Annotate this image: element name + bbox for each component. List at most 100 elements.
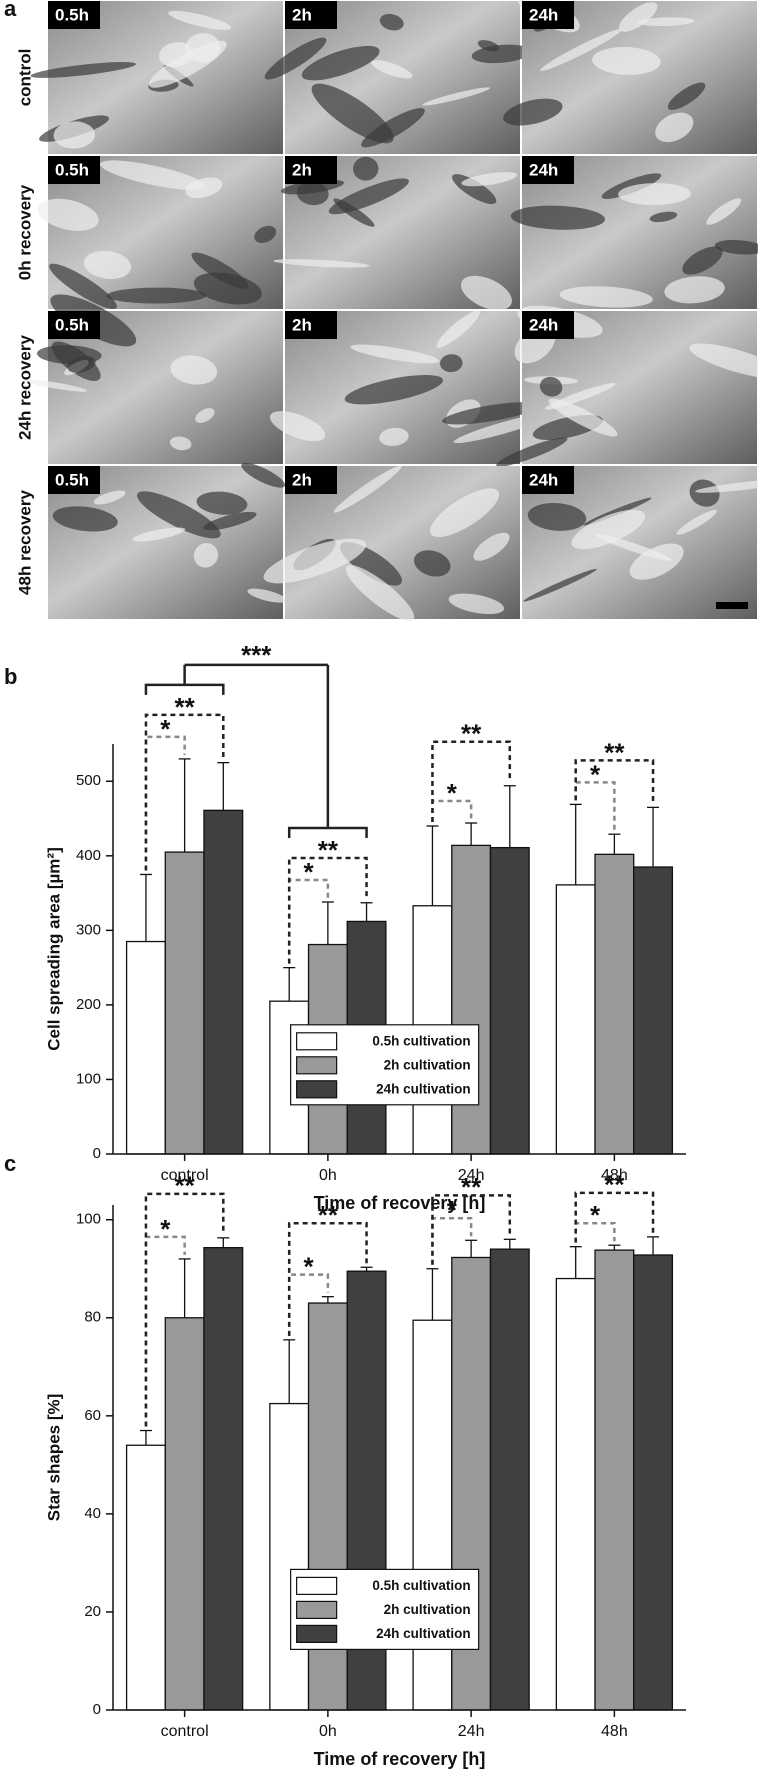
- x-axis-title: Time of recovery [h]: [314, 1193, 486, 1213]
- cell-shape: [714, 239, 758, 255]
- bar: [633, 1254, 674, 1711]
- cell-shape: [195, 408, 215, 423]
- cell-shape: [345, 565, 415, 621]
- cell-shape: [618, 183, 691, 206]
- tile-label: 24h: [529, 160, 558, 179]
- cell-shape: [273, 259, 370, 268]
- bar: [412, 1319, 453, 1711]
- x-tick-label: control: [161, 1723, 209, 1740]
- cell-shape: [503, 98, 563, 126]
- legend-label: 24h cultivation: [376, 1081, 471, 1096]
- tile-label-bg: [522, 156, 574, 184]
- legend-label: 2h cultivation: [384, 1057, 471, 1072]
- legend-swatch: [296, 1056, 338, 1075]
- cell-shape: [429, 488, 500, 538]
- cell-shape: [148, 40, 227, 88]
- tile-label-bg: [522, 466, 574, 494]
- cell-shape: [333, 198, 375, 227]
- significance-label: **: [318, 1200, 339, 1230]
- bar: [125, 1444, 166, 1711]
- significance-label: *: [160, 1214, 171, 1244]
- bar: [203, 1247, 244, 1711]
- cell-shape: [440, 354, 463, 373]
- significance-bracket: [287, 1222, 368, 1336]
- bar: [555, 884, 596, 1155]
- significance-label: *: [303, 1252, 314, 1282]
- panel-letter: c: [4, 1151, 16, 1176]
- x-tick-label: 24h: [458, 1167, 485, 1184]
- cell-shape: [132, 527, 186, 542]
- bar: [489, 1248, 530, 1711]
- tile-label-bg: [285, 1, 337, 29]
- row-label: 48h recovery: [15, 490, 34, 595]
- significance-bracket: [144, 735, 186, 871]
- cell-shape: [539, 376, 563, 397]
- significance-bracket: [287, 856, 368, 964]
- legend-swatch: [296, 1624, 338, 1644]
- y-tick-label: 20: [84, 1603, 101, 1620]
- significance-label: ***: [241, 640, 272, 670]
- bar: [164, 1317, 205, 1711]
- cell-shape: [695, 479, 758, 493]
- cell-shape: [137, 491, 221, 539]
- tile-label: 24h: [529, 470, 558, 489]
- cell-shape: [191, 252, 249, 289]
- y-tick-label: 80: [84, 1309, 101, 1326]
- cell-shape: [83, 250, 132, 280]
- cell-shape: [270, 411, 326, 442]
- cell-shape: [473, 532, 510, 561]
- cell-shape: [649, 211, 678, 223]
- tile-label-bg: [48, 1, 100, 29]
- cell-shape: [106, 287, 207, 304]
- tile-label-bg: [285, 311, 337, 339]
- legend-label: 2h cultivation: [384, 1602, 471, 1617]
- cell-shape: [241, 462, 286, 488]
- cell-shape: [442, 402, 540, 425]
- x-tick-label: 0h: [319, 1723, 337, 1740]
- tile-label-bg: [522, 311, 574, 339]
- cell-shape: [170, 355, 218, 385]
- significance-bracket: [574, 759, 655, 804]
- y-tick-label: 100: [76, 1211, 101, 1228]
- cell-shape: [333, 465, 402, 513]
- tile-label-bg: [48, 311, 100, 339]
- significance-bracket: [431, 1194, 512, 1265]
- tile-label: 2h: [292, 315, 312, 334]
- significance-bracket: [431, 740, 512, 822]
- significance-label: *: [447, 1195, 458, 1225]
- bar: [594, 853, 635, 1155]
- cell-shape: [523, 568, 597, 602]
- cell-shape: [350, 344, 440, 364]
- bar: [203, 809, 244, 1155]
- cell-shape: [353, 156, 379, 181]
- cell-shape: [496, 437, 568, 467]
- bar: [555, 1277, 596, 1711]
- cell-shape: [571, 509, 646, 550]
- bar: [633, 866, 674, 1155]
- significance-label: **: [175, 692, 196, 722]
- x-tick-label: 48h: [601, 1723, 628, 1740]
- tile-label: 0.5h: [55, 315, 89, 334]
- tile-label-bg: [285, 156, 337, 184]
- tile-label-bg: [48, 156, 100, 184]
- y-axis-title: Cell spreading area [µm²]: [44, 847, 63, 1050]
- legend-label: 0.5h cultivation: [372, 1033, 470, 1048]
- cell-shape: [49, 263, 117, 310]
- cell-shape: [379, 13, 404, 31]
- tile-label-bg: [285, 466, 337, 494]
- significance-label: *: [160, 714, 171, 744]
- x-tick-label: 24h: [458, 1723, 485, 1740]
- row-label: 24h recovery: [15, 335, 34, 440]
- cell-shape: [422, 87, 491, 106]
- cell-shape: [196, 491, 248, 515]
- cell-shape: [618, 2, 658, 32]
- cell-shape: [263, 538, 367, 584]
- cell-shape: [301, 45, 380, 81]
- tile-label: 2h: [292, 5, 312, 24]
- tile-label: 2h: [292, 160, 312, 179]
- tile-label: 0.5h: [55, 5, 89, 24]
- y-tick-label: 60: [84, 1407, 101, 1424]
- y-tick-label: 0: [93, 1145, 101, 1162]
